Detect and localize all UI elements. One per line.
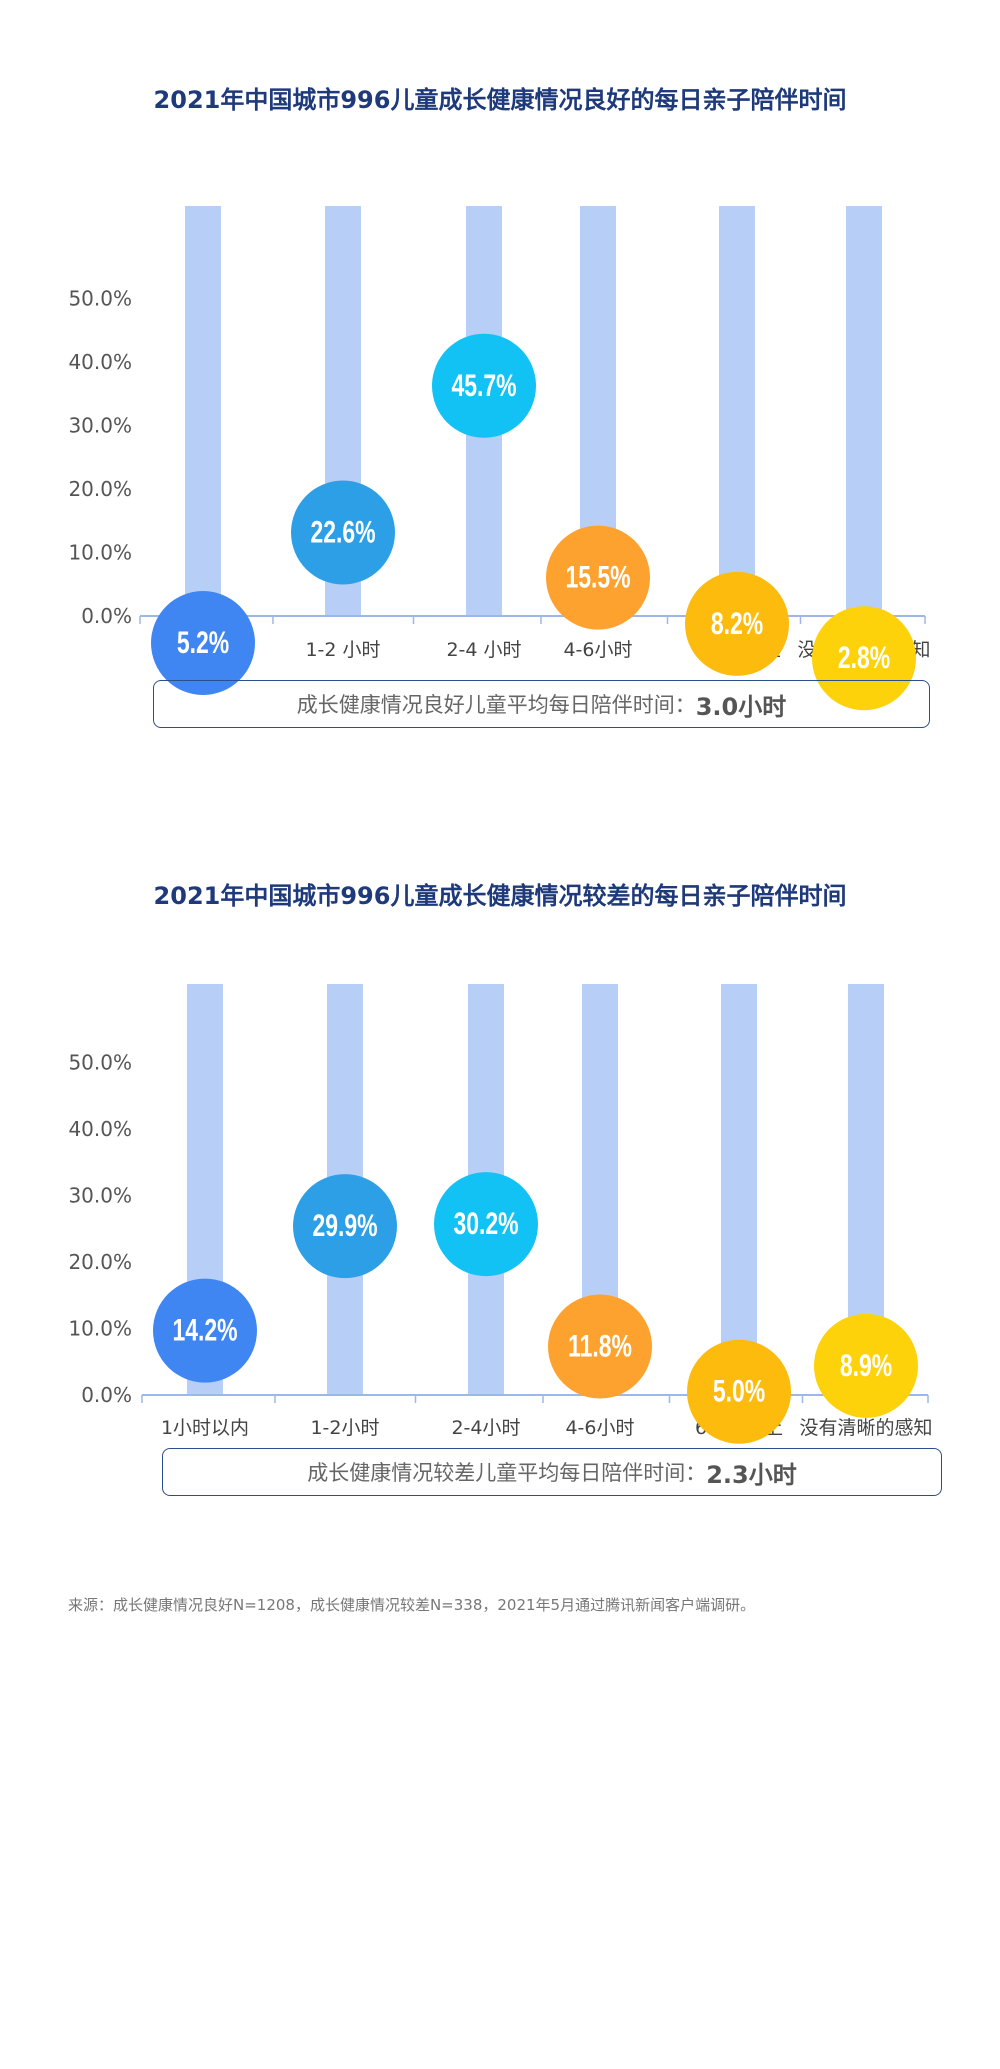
x-category-label: 2-4小时 — [451, 1417, 520, 1439]
average-time-poor-box: 成长健康情况较差儿童平均每日陪伴时间： 2.3小时 — [162, 1448, 942, 1496]
value-circle-5 — [687, 1339, 791, 1444]
value-circle-2 — [293, 1174, 397, 1279]
value-circle-2 — [291, 480, 395, 585]
y-tick-label: 10.0% — [68, 1317, 132, 1341]
y-tick-label: 10.0% — [68, 541, 132, 565]
column-track-5 — [719, 206, 755, 616]
value-label-2: 29.9% — [312, 1208, 377, 1243]
value-label-2: 22.6% — [310, 514, 375, 549]
y-tick-label: 50.0% — [68, 287, 132, 311]
value-circle-4 — [546, 525, 650, 630]
y-tick-label: 40.0% — [68, 350, 132, 374]
y-tick-label: 20.0% — [68, 1250, 132, 1274]
value-circle-1 — [151, 590, 255, 695]
x-category-label: 2-4 小时 — [446, 639, 521, 661]
column-track-1 — [185, 206, 221, 616]
value-label-6: 2.8% — [838, 640, 890, 675]
y-tick-label: 30.0% — [68, 414, 132, 438]
column-track-5 — [721, 984, 757, 1395]
average-time-poor-label: 成长健康情况较差儿童平均每日陪伴时间： — [307, 1461, 707, 1485]
column-track-6 — [846, 206, 882, 616]
value-circle-3 — [432, 333, 536, 438]
value-circle-3 — [434, 1172, 538, 1277]
source-note: 来源：成长健康情况良好N=1208，成长健康情况较差N=338，2021年5月通… — [68, 1596, 756, 1614]
value-circle-5 — [685, 571, 789, 676]
average-time-good-label: 成长健康情况良好儿童平均每日陪伴时间： — [296, 693, 696, 717]
value-label-3: 30.2% — [453, 1206, 518, 1241]
value-label-4: 11.8% — [568, 1328, 632, 1363]
value-label-3: 45.7% — [451, 367, 516, 402]
x-category-label: 1-2 小时 — [305, 639, 380, 661]
value-label-1: 14.2% — [172, 1312, 237, 1347]
value-label-6: 8.9% — [840, 1347, 892, 1382]
value-label-1: 5.2% — [177, 624, 229, 659]
x-category-label: 4-6小时 — [563, 639, 632, 661]
average-time-good-box: 成长健康情况良好儿童平均每日陪伴时间： 3.0小时 — [153, 680, 930, 728]
y-tick-label: 0.0% — [81, 1383, 132, 1407]
x-category-label: 4-6小时 — [565, 1417, 634, 1439]
value-circle-1 — [153, 1278, 257, 1383]
value-label-4: 15.5% — [565, 559, 630, 594]
x-category-label: 1-2小时 — [310, 1417, 379, 1439]
chart-2: 0.0% 10.0% 20.0% 30.0% 40.0% 50.0% 1小时以内 1-2小时 2… — [68, 984, 933, 1444]
average-time-poor-value: 2.3小时 — [706, 1460, 797, 1489]
x-category-label: 1小时以内 — [161, 1417, 249, 1439]
value-circle-6 — [812, 606, 916, 711]
value-circle-6 — [814, 1313, 918, 1418]
value-label-5: 8.2% — [711, 605, 763, 640]
x-category-label: 没有清晰的感知 — [799, 1417, 932, 1439]
value-label-5: 5.0% — [713, 1373, 765, 1408]
y-tick-label: 50.0% — [68, 1051, 132, 1075]
chart-2-title: 2021年中国城市996儿童成长健康情况较差的每日亲子陪伴时间 — [153, 882, 847, 910]
chart-1-title: 2021年中国城市996儿童成长健康情况良好的每日亲子陪伴时间 — [153, 86, 847, 114]
value-circle-4 — [548, 1294, 652, 1399]
y-tick-label: 40.0% — [68, 1117, 132, 1141]
y-tick-label: 0.0% — [81, 604, 132, 628]
average-time-good-value: 3.0小时 — [695, 692, 787, 721]
y-tick-label: 20.0% — [68, 477, 132, 501]
y-tick-label: 30.0% — [68, 1184, 132, 1208]
